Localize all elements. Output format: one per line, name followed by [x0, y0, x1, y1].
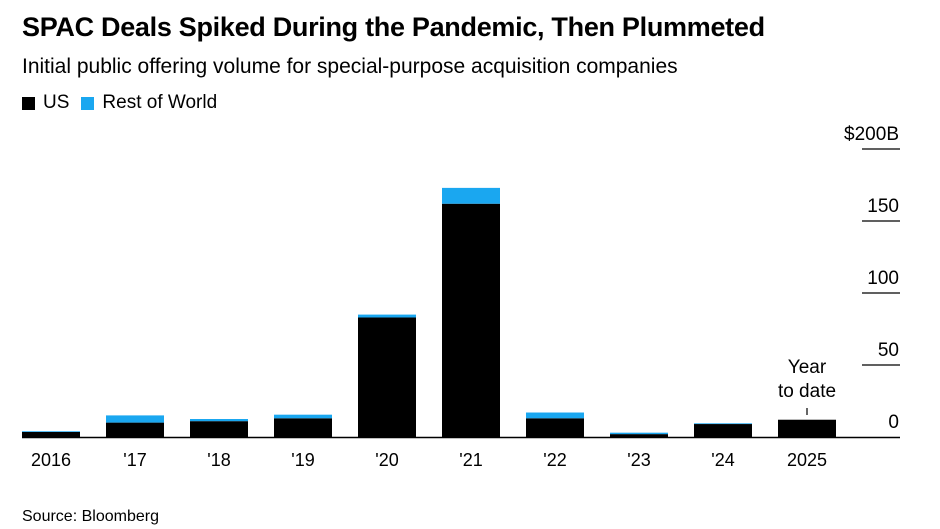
legend-label-us: US	[43, 92, 70, 113]
x-tick-label: '24	[711, 450, 734, 470]
bar-us	[22, 431, 80, 437]
x-tick-label: '19	[291, 450, 314, 470]
x-tick-label: '23	[627, 450, 650, 470]
x-tick-label: 2016	[31, 450, 71, 470]
bar-us	[442, 203, 500, 437]
annotation-year-to-date-line1: Year	[788, 357, 827, 378]
y-tick-label: 150	[867, 196, 899, 217]
chart-title: SPAC Deals Spiked During the Pandemic, T…	[22, 12, 765, 42]
bar-rest-of-world	[358, 314, 416, 318]
y-tick-label: 0	[888, 412, 899, 433]
annotation-year-to-date-line2: to date	[778, 381, 836, 402]
legend: US Rest of World	[22, 92, 229, 114]
bar-us	[106, 422, 164, 437]
legend-swatch-us	[22, 96, 35, 110]
bar-rest-of-world	[106, 415, 164, 423]
bar-rest-of-world	[190, 419, 248, 422]
legend-swatch-rest-of-world	[81, 96, 95, 110]
source-note: Source: Bloomberg	[22, 508, 159, 525]
bar-rest-of-world	[610, 432, 668, 435]
legend-item-us: US	[22, 92, 69, 114]
legend-item-rest-of-world: Rest of World	[81, 92, 217, 114]
bar-rest-of-world	[526, 412, 584, 419]
x-tick-label: '20	[375, 450, 398, 470]
bar-us	[526, 418, 584, 437]
x-tick-label: '21	[459, 450, 482, 470]
bar-us	[694, 424, 752, 437]
y-tick-label: 100	[867, 268, 899, 289]
bar-us	[358, 317, 416, 437]
y-tick-label: 50	[878, 340, 899, 361]
x-tick-label: '17	[123, 450, 146, 470]
y-tick-label: $200B	[844, 124, 899, 145]
bar-us	[610, 434, 668, 437]
x-tick-label: '18	[207, 450, 230, 470]
bar-us	[778, 419, 836, 437]
chart-subtitle: Initial public offering volume for speci…	[22, 55, 678, 78]
bar-rest-of-world	[274, 414, 332, 419]
x-tick-label: 2025	[787, 450, 827, 470]
bar-us	[274, 418, 332, 437]
legend-label-rest-of-world: Rest of World	[102, 92, 218, 113]
bar-rest-of-world	[22, 431, 80, 432]
bar-rest-of-world	[694, 423, 752, 425]
bar-rest-of-world	[442, 187, 500, 204]
x-tick-label: '22	[543, 450, 566, 470]
bar-us	[190, 421, 248, 437]
